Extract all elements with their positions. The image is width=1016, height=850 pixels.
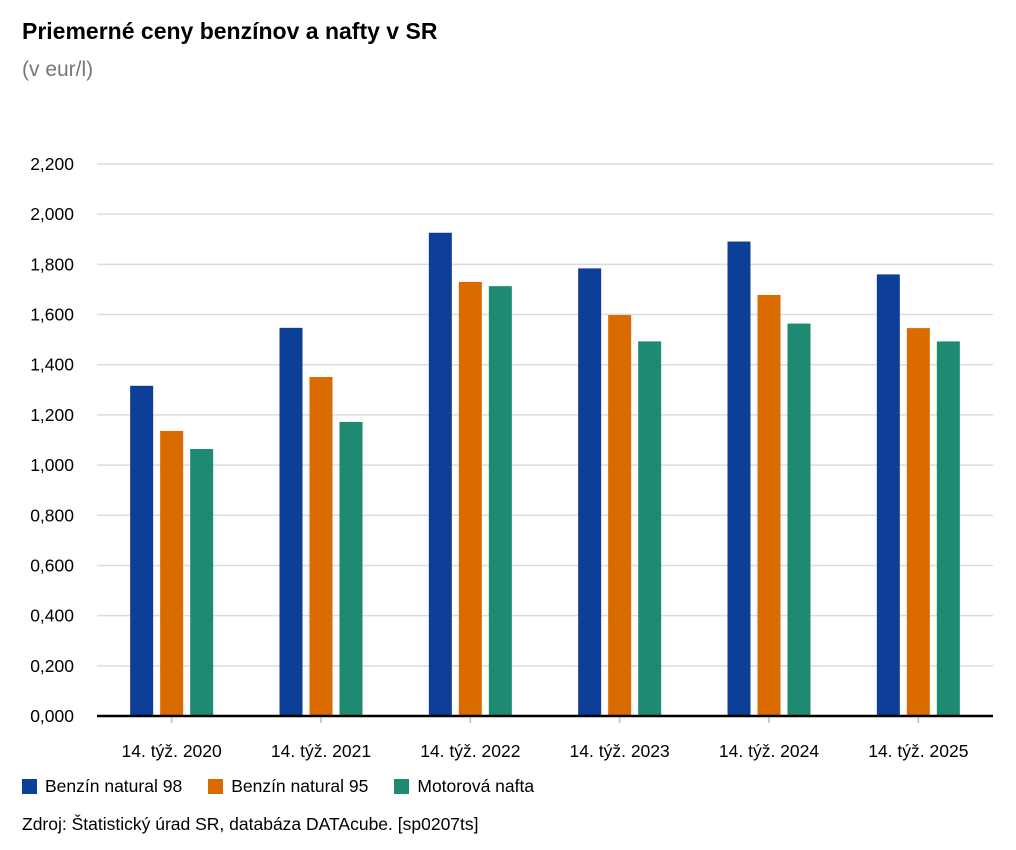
y-tick-label: 0,000 [30, 706, 74, 726]
y-tick-label: 0,200 [30, 656, 74, 676]
y-tick-label: 1,600 [30, 305, 74, 325]
bar [638, 341, 662, 716]
bar [906, 328, 930, 716]
bar [428, 232, 452, 716]
legend-label-natural98: Benzín natural 98 [45, 776, 183, 796]
x-tick-label: 14. týž. 2024 [719, 741, 819, 761]
bar-chart: 0,000 0,200 0,400 0,600 0,800 1,000 1,200 1,400… [30, 154, 993, 761]
legend-item-natural98: Benzín natural 98 [22, 776, 182, 797]
bar [279, 327, 303, 716]
bar [578, 268, 602, 716]
bar [309, 377, 333, 716]
bar [339, 421, 363, 716]
bar [936, 341, 960, 716]
legend-item-natural95: Benzín natural 95 [208, 776, 368, 797]
legend-swatch-diesel [394, 779, 410, 794]
bar [130, 385, 154, 716]
legend-swatch-natural98 [22, 779, 37, 794]
x-tick-label: 14. týž. 2021 [271, 741, 371, 761]
source-note: Zdroj: Štatistický úrad SR, databáza DAT… [22, 814, 479, 834]
bar [190, 449, 214, 716]
x-tick-label: 14. týž. 2023 [570, 741, 670, 761]
bar [757, 294, 781, 716]
bar [787, 323, 811, 716]
x-tick-label: 14. týž. 2025 [868, 741, 968, 761]
y-tick-label: 1,000 [30, 455, 74, 475]
x-tick-label: 14. týž. 2022 [420, 741, 520, 761]
chart-subtitle: (v eur/l) [22, 58, 94, 81]
y-tick-label: 2,200 [30, 154, 74, 174]
bar [160, 430, 184, 716]
y-tick-label: 0,800 [30, 505, 74, 525]
legend-item-diesel: Motorová nafta [394, 776, 534, 797]
y-tick-label: 1,400 [30, 355, 74, 375]
y-tick-label: 0,600 [30, 555, 74, 575]
bar [488, 286, 512, 716]
bar [458, 281, 482, 716]
x-tick-label: 14. týž. 2020 [122, 741, 222, 761]
bar [876, 274, 900, 716]
legend-label-natural95: Benzín natural 95 [231, 776, 369, 796]
y-tick-label: 1,800 [30, 254, 74, 274]
y-tick-label: 1,200 [30, 405, 74, 425]
legend: Benzín natural 98 Benzín natural 95 Moto… [22, 776, 560, 797]
y-tick-label: 2,000 [30, 204, 74, 224]
legend-label-diesel: Motorová nafta [417, 776, 535, 796]
y-tick-label: 0,400 [30, 606, 74, 626]
legend-swatch-natural95 [208, 779, 224, 794]
bar [608, 315, 632, 716]
bar [727, 241, 751, 716]
chart-title: Priemerné ceny benzínov a nafty v SR [22, 18, 438, 44]
